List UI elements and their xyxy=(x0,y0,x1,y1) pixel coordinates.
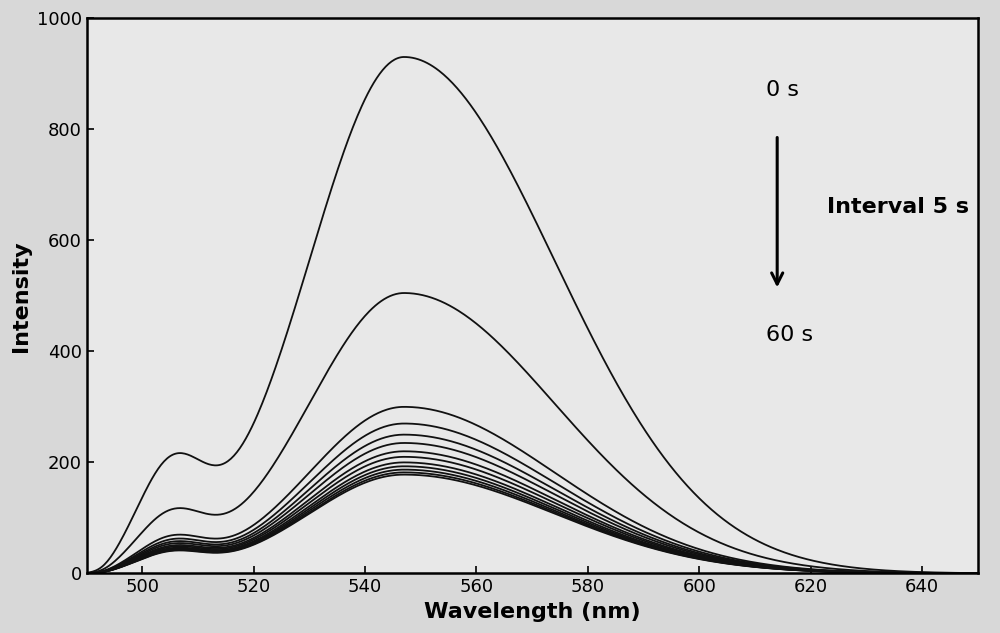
Text: 60 s: 60 s xyxy=(766,325,813,344)
X-axis label: Wavelength (nm): Wavelength (nm) xyxy=(424,602,640,622)
Text: Interval 5 s: Interval 5 s xyxy=(827,197,969,217)
Y-axis label: Intensity: Intensity xyxy=(11,240,31,351)
Text: 0 s: 0 s xyxy=(766,80,799,100)
